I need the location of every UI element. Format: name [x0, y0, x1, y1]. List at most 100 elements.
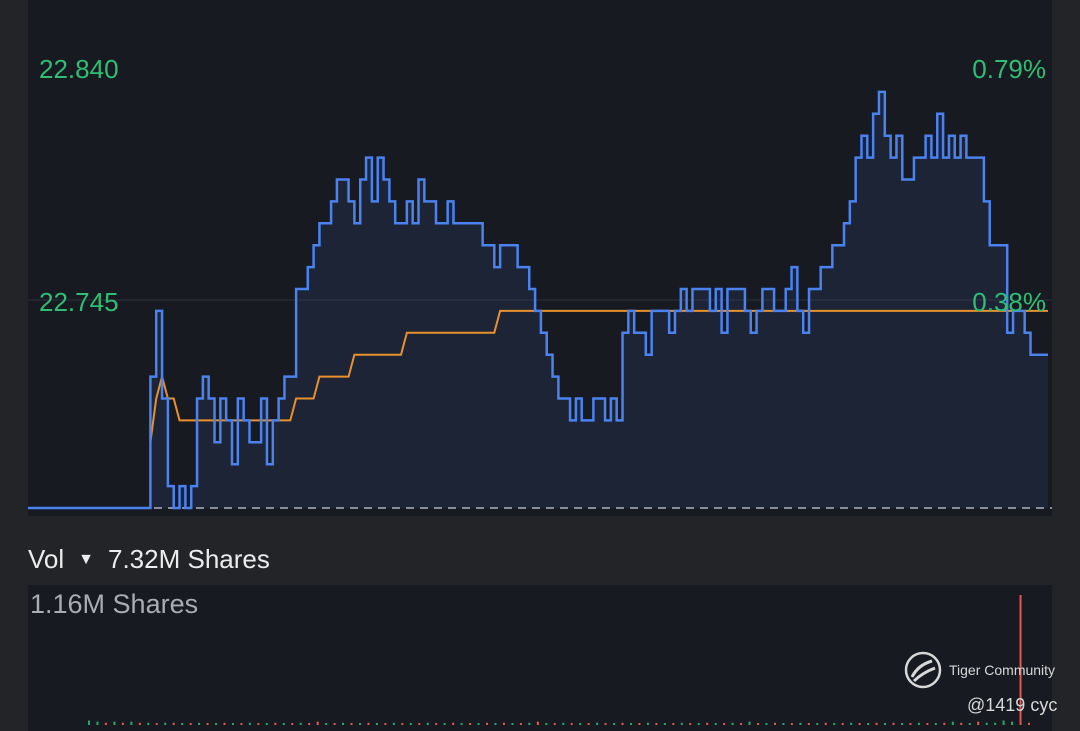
volume-bar [316, 721, 319, 725]
volume-bar [511, 723, 514, 725]
volume-chart[interactable]: 1.16M Shares [28, 585, 1052, 731]
volume-bar [621, 722, 624, 725]
price-high-label: 22.840 [39, 54, 119, 84]
watermark-brand: Tiger Community [949, 662, 1056, 678]
volume-bar [782, 723, 785, 725]
volume-bar [443, 723, 446, 725]
volume-bar [231, 723, 234, 725]
pct-mid-label: 0.38% [972, 287, 1046, 317]
volume-bar [113, 721, 116, 725]
price-chart-svg [28, 90, 1052, 510]
price-line [28, 90, 1048, 510]
volume-bar [265, 723, 268, 725]
volume-bar [613, 723, 616, 725]
tiger-community-logo [904, 651, 942, 689]
average-price-line [149, 309, 1048, 443]
watermark-user: @1419 cyc [967, 695, 1058, 715]
volume-bar [629, 723, 632, 725]
pct-high-label: 0.79% [972, 54, 1046, 84]
volume-bar [104, 722, 107, 725]
volume-bar [418, 723, 421, 725]
volume-bar [960, 722, 963, 725]
volume-bar [765, 723, 768, 725]
volume-bar [714, 723, 717, 725]
volume-bar [172, 722, 175, 725]
volume-bar [841, 723, 844, 725]
volume-bar [257, 723, 260, 725]
volume-bar [460, 723, 463, 725]
volume-bar [1028, 722, 1030, 725]
volume-bar [138, 722, 141, 725]
volume-bar [435, 723, 438, 725]
volume-bar [892, 722, 895, 725]
volume-bar [740, 723, 743, 725]
volume-total: 7.32M Shares [108, 544, 270, 574]
volume-bar [994, 722, 997, 725]
volume-bar [867, 723, 870, 725]
volume-bar [384, 723, 387, 725]
volume-bar [409, 723, 412, 725]
volume-bar [807, 723, 810, 725]
dropdown-triangle-icon[interactable]: ▼ [78, 550, 94, 568]
volume-bar [723, 723, 726, 725]
volume-bar [155, 723, 158, 725]
volume-bar [790, 723, 793, 725]
volume-bar [680, 722, 683, 725]
volume-bar [884, 723, 887, 725]
volume-bar [215, 723, 218, 725]
volume-bar [858, 723, 861, 725]
volume-bar [206, 723, 209, 725]
volume-bar [672, 723, 675, 725]
volume-bar [706, 722, 709, 725]
volume-bar [536, 721, 539, 725]
volume-bar [325, 723, 328, 725]
volume-bar [748, 721, 751, 725]
volume-bar [587, 723, 590, 725]
volume-bar [1019, 595, 1022, 725]
volume-bar [88, 720, 90, 725]
price-area [28, 91, 1048, 509]
volume-bar [926, 723, 929, 725]
volume-bar [875, 722, 878, 725]
volume-bar [968, 723, 971, 725]
volume-bar [528, 722, 531, 725]
volume-bar [833, 723, 836, 725]
volume-bar [917, 722, 920, 725]
volume-bar [1002, 720, 1005, 725]
volume-bar [977, 721, 980, 725]
volume-bar [248, 722, 251, 725]
price-chart[interactable]: 22.840 22.745 0.79% 0.38% [28, 0, 1052, 516]
volume-bar [799, 722, 802, 725]
volume-bar [282, 723, 285, 725]
volume-bar [689, 723, 692, 725]
volume-bar [308, 723, 311, 725]
volume-bar [579, 723, 582, 725]
volume-bar [951, 721, 954, 725]
volume-bar [519, 723, 522, 725]
volume-bar [486, 722, 489, 725]
volume-bar [646, 722, 649, 725]
volume-bar [367, 722, 370, 725]
volume-bar [570, 723, 573, 725]
volume-bar [401, 723, 404, 725]
volume-bar [943, 722, 946, 725]
volume-bar [452, 722, 455, 725]
volume-bar [604, 723, 607, 725]
volume-bar [545, 723, 548, 725]
volume-bar [1011, 721, 1014, 725]
volume-bar [477, 723, 480, 725]
volume-bar [342, 722, 345, 725]
volume-bar [731, 722, 734, 725]
volume-bar [189, 723, 192, 725]
volume-header[interactable]: Vol ▼ 7.32M Shares [28, 544, 270, 575]
volume-bar [985, 722, 988, 725]
volume-bar [375, 723, 378, 725]
volume-bar [240, 723, 243, 725]
volume-bar [494, 723, 497, 725]
volume-bar [198, 722, 201, 725]
volume-bar [697, 723, 700, 725]
volume-bar [562, 722, 565, 725]
volume-bar [299, 722, 302, 725]
volume-bar [426, 722, 429, 725]
volume-bar [757, 723, 760, 725]
